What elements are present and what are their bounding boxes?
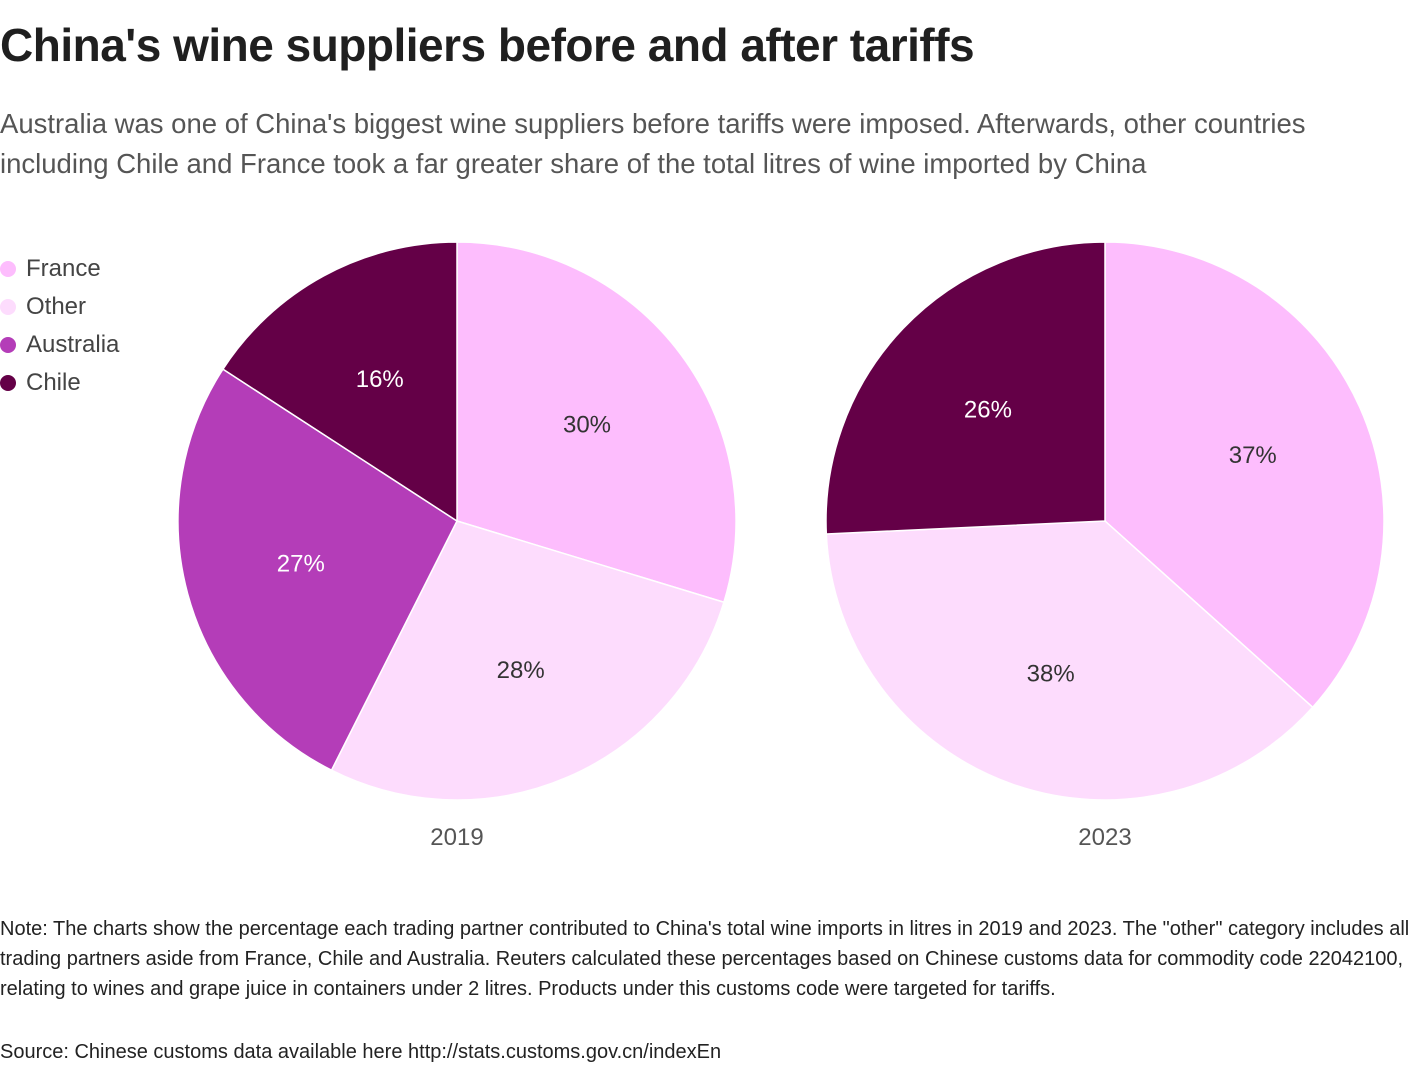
pie-slice-france bbox=[456, 241, 737, 604]
chart-subtitle: Australia was one of China's biggest win… bbox=[0, 108, 1306, 179]
legend-item-france: France bbox=[0, 250, 119, 288]
legend: France Other Australia Chile bbox=[0, 250, 119, 402]
pie-year-label: 2019 bbox=[430, 824, 483, 851]
pie-slice-chile bbox=[221, 241, 458, 523]
legend-swatch bbox=[0, 299, 16, 315]
data-label-other: 28% bbox=[497, 657, 545, 684]
legend-label: Australia bbox=[26, 331, 120, 358]
footnote: Note: The charts show the percentage eac… bbox=[0, 918, 1410, 1000]
chart-title: China's wine suppliers before and after … bbox=[0, 19, 975, 71]
pie-year-label: 2023 bbox=[1078, 824, 1131, 851]
pie-slice-chile bbox=[825, 241, 1106, 535]
source-note: Source: Chinese customs data available h… bbox=[0, 1041, 722, 1063]
legend-item-australia: Australia bbox=[0, 326, 119, 364]
legend-swatch bbox=[0, 337, 16, 353]
pie-slice-other bbox=[825, 520, 1314, 801]
data-label-chile: 26% bbox=[964, 396, 1012, 423]
legend-item-other: Other bbox=[0, 288, 119, 326]
data-label-other: 38% bbox=[1027, 660, 1075, 687]
legend-item-chile: Chile bbox=[0, 364, 119, 402]
pie-slice-australia bbox=[177, 368, 458, 772]
data-label-france: 37% bbox=[1229, 442, 1277, 469]
legend-label: France bbox=[26, 255, 101, 282]
data-label-chile: 16% bbox=[356, 366, 404, 393]
legend-label: Chile bbox=[26, 369, 81, 396]
data-label-australia: 27% bbox=[277, 550, 325, 577]
pie-slice-france bbox=[1104, 241, 1385, 709]
legend-swatch bbox=[0, 375, 16, 391]
legend-swatch bbox=[0, 261, 16, 277]
pie-2023: 37% 38% 26% 2023 bbox=[825, 241, 1385, 851]
data-label-france: 30% bbox=[563, 412, 611, 439]
pie-slice-other bbox=[330, 520, 725, 801]
pie-2019: 30% 28% 27% 16% 2019 bbox=[177, 241, 737, 851]
pie-charts: 30% 28% 27% 16% 2019 37% 38% 26% 2023 bbox=[177, 241, 1385, 851]
legend-label: Other bbox=[26, 293, 87, 320]
